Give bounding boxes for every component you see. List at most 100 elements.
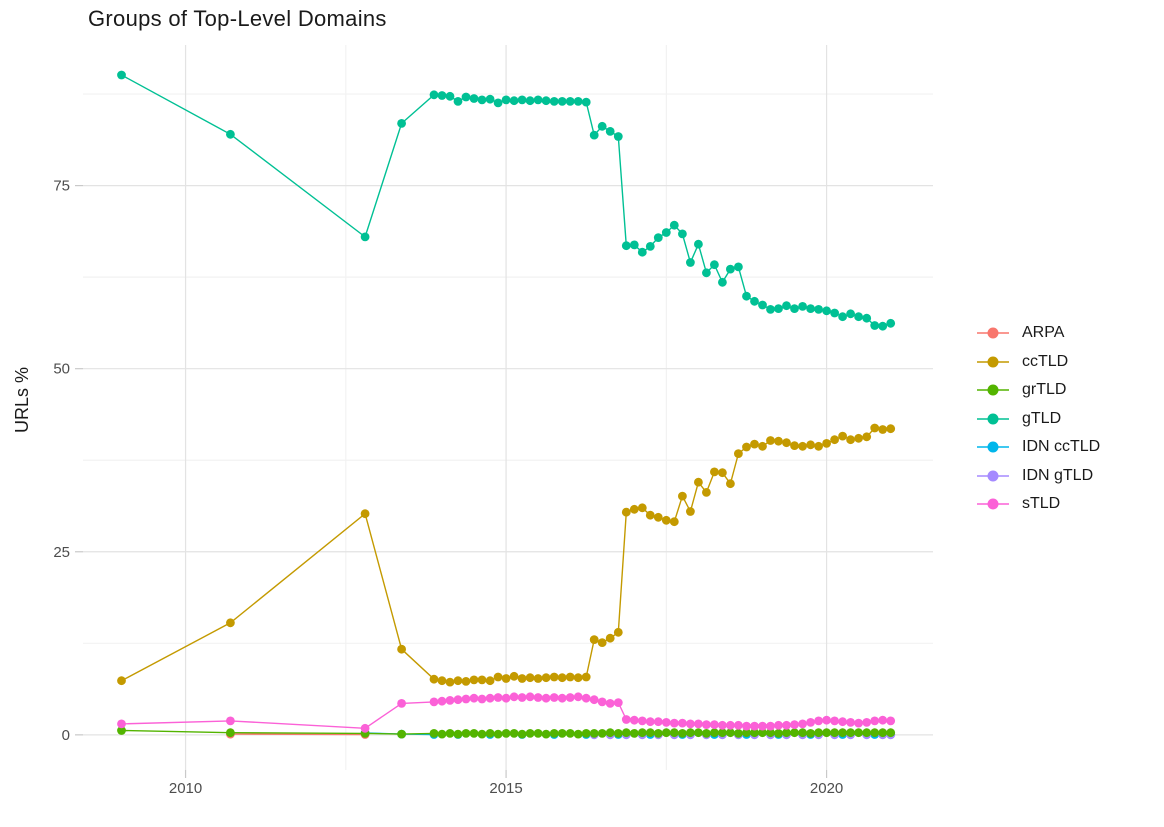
series-stld-point xyxy=(461,694,471,704)
series-cctld-point xyxy=(862,432,872,442)
series-grtld-point xyxy=(565,729,575,738)
series-cctld-point xyxy=(854,433,863,443)
series-grtld-point xyxy=(117,726,126,735)
series-stld-point xyxy=(581,693,591,703)
series-grtld-point xyxy=(469,729,479,738)
series-cctld-point xyxy=(477,675,487,685)
series-cctld-point xyxy=(669,517,679,527)
legend-key-idn-gtld xyxy=(977,470,1009,482)
series-grtld-point xyxy=(661,728,671,738)
y-tick-label: 50 xyxy=(53,361,70,378)
series-grtld-point xyxy=(846,728,855,738)
series-cctld-point xyxy=(742,442,751,452)
series-gtld-point xyxy=(541,96,551,106)
series-cctld-point xyxy=(694,477,703,487)
series-gtld-point xyxy=(461,92,471,102)
legend-key-dot xyxy=(987,413,999,425)
series-grtld-point xyxy=(726,728,735,738)
series-grtld-point xyxy=(645,728,655,738)
series-cctld-point xyxy=(798,441,807,451)
series-gtld-point xyxy=(429,90,439,100)
series-grtld-point xyxy=(798,728,807,738)
series-cctld-point xyxy=(613,627,623,637)
series-cctld-point xyxy=(589,635,599,644)
series-gtld-point xyxy=(669,220,679,230)
series-stld-point xyxy=(726,720,735,730)
series-grtld-point xyxy=(517,729,527,739)
series-cctld-point xyxy=(838,431,847,441)
series-gtld-point xyxy=(814,305,823,314)
series-stld-point xyxy=(613,698,623,707)
series-stld-point xyxy=(653,717,663,727)
series-grtld-point xyxy=(461,729,471,738)
series-grtld xyxy=(117,726,896,739)
legend-key-stld xyxy=(977,498,1009,510)
series-stld-point xyxy=(565,693,575,702)
series-gtld-point xyxy=(573,97,583,106)
series-gtld-point xyxy=(589,130,599,140)
series-grtld-point xyxy=(453,729,463,739)
series-gtld-point xyxy=(854,312,863,322)
series-gtld-point xyxy=(509,96,519,106)
series-stld-point xyxy=(517,693,527,702)
series-stld-point xyxy=(822,715,831,725)
series-gtld-point xyxy=(862,313,872,323)
series-gtld-point xyxy=(581,97,591,107)
legend-item-arpa: ARPA xyxy=(975,319,1100,348)
series-stld-point xyxy=(806,718,815,727)
series-stld-point xyxy=(226,716,235,726)
series-stld-point xyxy=(397,699,406,708)
series-gtld-point xyxy=(758,300,767,310)
series-gtld-point xyxy=(878,321,888,331)
series-stld xyxy=(117,692,896,733)
series-stld-point xyxy=(533,693,543,702)
legend-item-cctld: ccTLD xyxy=(975,348,1100,377)
series-grtld-point xyxy=(493,729,503,739)
series-gtld-point xyxy=(597,121,607,131)
y-tick-label: 75 xyxy=(53,178,70,195)
series-gtld-point xyxy=(117,70,126,80)
series-grtld-point xyxy=(814,728,823,738)
series-grtld-point xyxy=(854,728,863,738)
series-stld-point xyxy=(870,716,880,726)
series-stld-point xyxy=(549,693,559,702)
series-cctld-point xyxy=(565,672,575,682)
series-grtld-point xyxy=(886,728,896,738)
legend: ARPA ccTLD grTLD gTLD IDN ccTLD IDN gTLD sTLD xyxy=(975,319,1100,519)
legend-item-idn-gtld: IDN gTLD xyxy=(975,462,1100,491)
series-grtld-point xyxy=(637,728,647,738)
series-grtld-point xyxy=(878,728,888,738)
series-cctld xyxy=(117,423,896,687)
series-grtld-point xyxy=(653,729,663,738)
series-gtld-point xyxy=(493,98,503,108)
series-cctld-point xyxy=(541,673,551,683)
series-stld-point xyxy=(830,716,839,726)
series-gtld-point xyxy=(525,96,535,106)
series-cctld-point xyxy=(501,674,511,683)
series-grtld-point xyxy=(734,729,743,738)
series-gtld-point xyxy=(870,321,880,330)
series-gtld-point xyxy=(798,302,807,311)
series-cctld-point xyxy=(525,673,535,683)
series-gtld-point xyxy=(453,97,463,106)
series-cctld-point xyxy=(445,677,455,687)
series-stld-point xyxy=(429,697,439,707)
y-tick-label: 0 xyxy=(62,727,70,744)
legend-label: IDN ccTLD xyxy=(1022,438,1101,456)
series-stld-point xyxy=(629,715,639,725)
legend-key-dot xyxy=(987,441,999,453)
legend-key-arpa xyxy=(977,327,1009,339)
series-cctld-point xyxy=(461,677,471,686)
series-stld-point xyxy=(437,696,447,706)
series-gtld-point xyxy=(782,301,791,311)
series-stld-point xyxy=(445,696,455,705)
legend-item-stld: sTLD xyxy=(975,490,1100,519)
series-stld-point xyxy=(854,718,863,728)
series-stld-point xyxy=(718,720,727,730)
series-cctld-point xyxy=(629,504,639,514)
series-grtld-point xyxy=(710,728,719,738)
series-cctld-point xyxy=(726,479,735,489)
series-stld-point xyxy=(360,723,370,733)
legend-key-grtld xyxy=(977,384,1009,396)
series-grtld-point xyxy=(774,729,783,738)
